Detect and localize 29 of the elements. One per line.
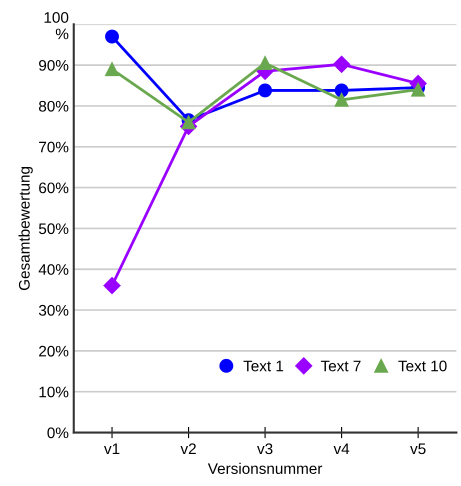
point	[105, 62, 119, 76]
point	[334, 92, 349, 107]
y-tick-label: 80%	[38, 100, 68, 112]
point	[334, 83, 349, 98]
x-tick-label: v2	[180, 443, 196, 454]
y-tick-label: 50%	[38, 223, 68, 234]
point	[105, 30, 119, 44]
x-tick-label: v5	[410, 444, 426, 454]
y-tick-label: 30%	[38, 304, 68, 316]
y-tick-label: 60%	[39, 182, 68, 194]
y-tick-label: 90%	[39, 60, 68, 71]
x-axis-title: Versionsnummer	[208, 462, 322, 474]
x-tick-label: v1	[104, 444, 120, 454]
x-tick-label: v4	[334, 444, 350, 454]
legend-label: Text 1	[243, 360, 284, 372]
y-tick-label: 70%	[39, 142, 68, 152]
y-tick-label: 40%	[38, 264, 68, 275]
point	[103, 277, 121, 294]
y-axis-title: Gesamtbewertung	[18, 166, 33, 290]
point	[333, 56, 350, 73]
y-tick-label: 20%	[39, 346, 68, 357]
y-tick-label: 10%	[39, 386, 68, 398]
point	[258, 56, 272, 70]
point	[258, 83, 272, 98]
y-tick-label: 100 %	[44, 12, 68, 40]
y-tick-label: 0%	[47, 427, 68, 438]
legend-label: Text 7	[320, 360, 361, 372]
x-tick-label: v3	[257, 443, 272, 454]
legend-label: Text 10	[398, 360, 447, 372]
